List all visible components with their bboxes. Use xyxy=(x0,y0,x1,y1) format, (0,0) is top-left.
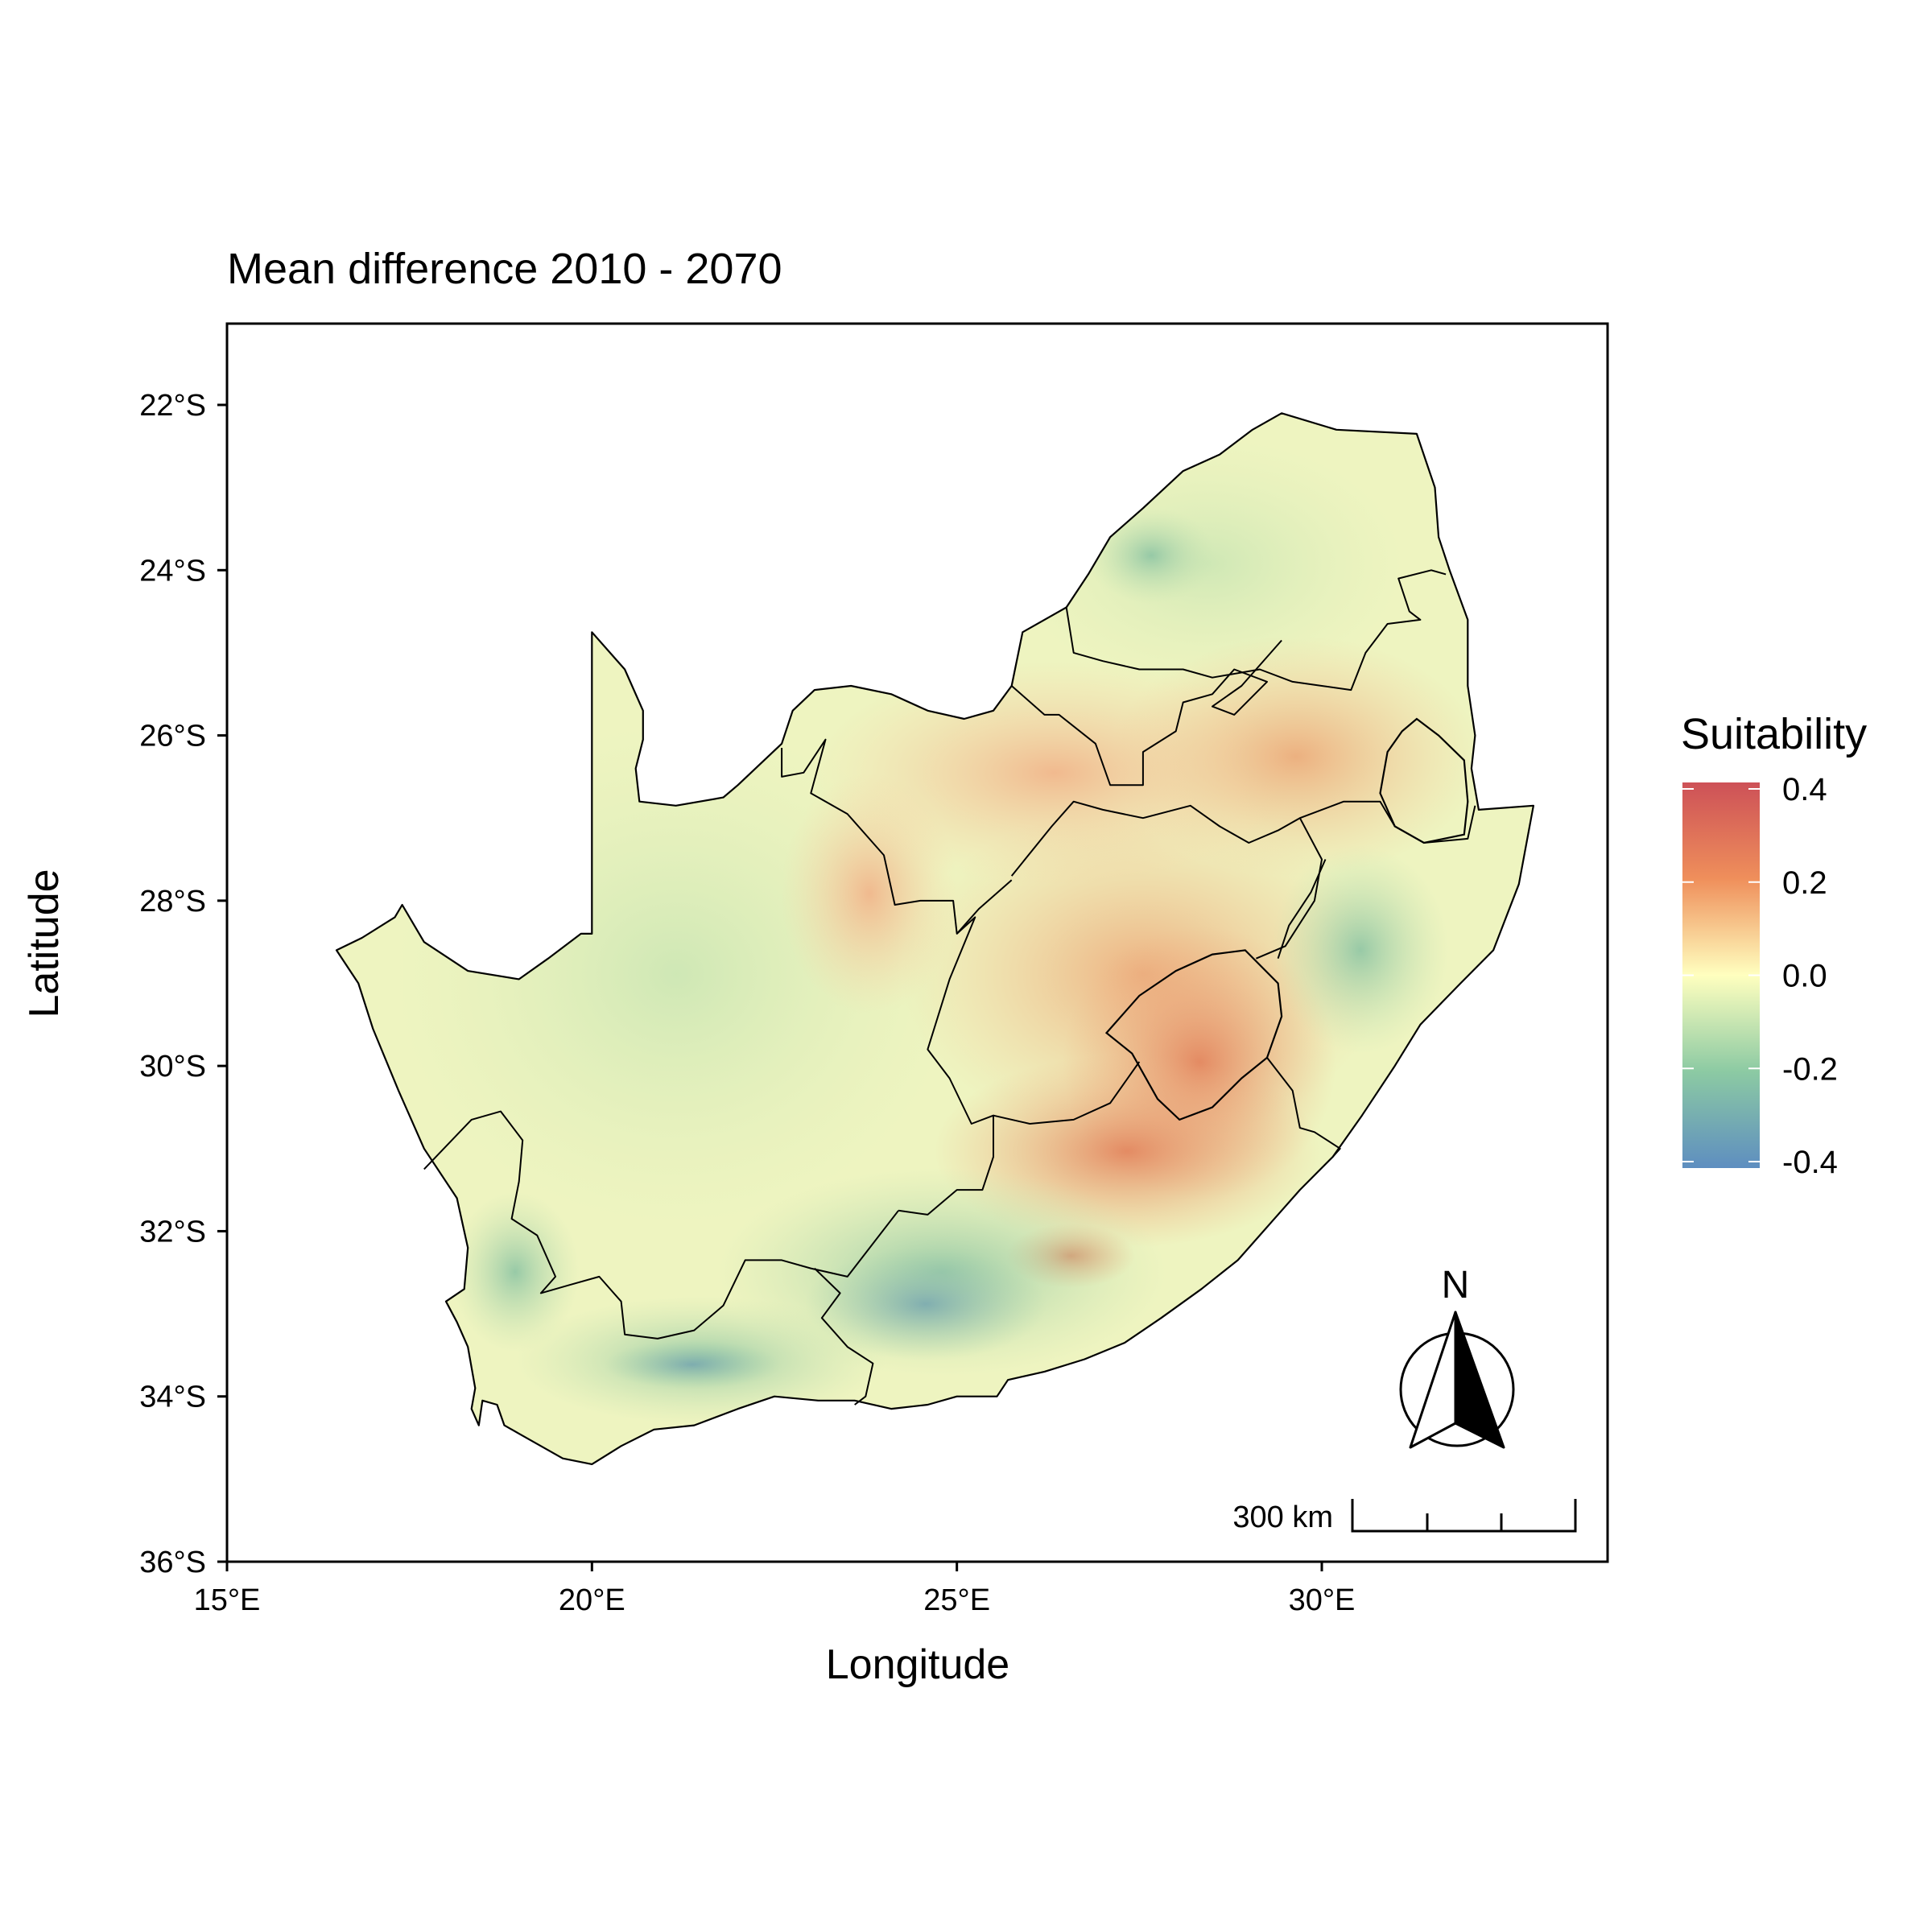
legend-tick-label: 0.0 xyxy=(1782,959,1827,994)
province-boundary-line xyxy=(1065,569,1447,691)
y-tick-label: 32°S xyxy=(139,1215,206,1249)
province-boundary-line xyxy=(1011,639,1282,786)
north-arrow: N xyxy=(1399,1264,1515,1449)
scale-bar-label: 300 km xyxy=(1232,1501,1333,1534)
province-boundary-line xyxy=(814,1267,874,1406)
legend-colorbar xyxy=(1682,782,1760,1168)
legend-tick-label: 0.4 xyxy=(1782,772,1827,807)
y-tick-label: 36°S xyxy=(139,1546,206,1579)
legend-tick-label: -0.4 xyxy=(1782,1145,1838,1180)
raster-zone-southwest-blue xyxy=(604,1340,781,1389)
legend: Suitability 0.4 0.2 0.0 -0.2 -0.4 xyxy=(1681,710,1867,1180)
x-tick-label: 20°E xyxy=(559,1583,625,1617)
scale-bar-line xyxy=(1351,1499,1577,1533)
raster-zone-east-green xyxy=(1272,845,1449,1055)
x-tick-label: 15°E xyxy=(194,1583,261,1617)
legend-tick-label: 0.2 xyxy=(1782,865,1827,901)
province-boundary-line xyxy=(898,916,994,1216)
y-tick-label: 26°S xyxy=(139,720,206,753)
x-axis: 15°E 20°E 25°E 30°E xyxy=(194,1562,1356,1617)
province-boundary-line xyxy=(1277,859,1327,960)
scale-bar: 300 km xyxy=(1232,1499,1577,1534)
y-tick-label: 34°S xyxy=(139,1381,206,1414)
north-arrow-label: N xyxy=(1442,1264,1470,1307)
south-africa-border xyxy=(335,412,1534,1465)
y-tick-label: 30°S xyxy=(139,1050,206,1084)
province-boundary-line xyxy=(1010,800,1323,960)
x-tick-label: 30°E xyxy=(1289,1583,1356,1617)
province-boundary-line xyxy=(1266,1057,1341,1158)
y-tick-label: 28°S xyxy=(139,885,206,919)
lesotho-border xyxy=(1104,949,1283,1121)
y-axis: 22°S 24°S 26°S 28°S 30°S 32°S 34°S 36°S xyxy=(139,389,227,1579)
province-boundary-line xyxy=(423,1110,899,1340)
y-axis-label: Latitude xyxy=(21,869,68,1018)
y-tick-label: 22°S xyxy=(139,389,206,423)
eswatini-border xyxy=(1379,717,1469,844)
legend-ticks: 0.4 0.2 0.0 -0.2 -0.4 xyxy=(1682,772,1838,1180)
raster-zone-northeast-green xyxy=(1087,507,1216,604)
raster-zone-west-green xyxy=(451,1191,580,1352)
province-boundary-line xyxy=(993,1061,1141,1125)
legend-tick-label: -0.2 xyxy=(1782,1051,1838,1087)
north-arrow-right-half xyxy=(1454,1311,1505,1449)
x-axis-label: Longitude xyxy=(826,1641,1009,1688)
y-tick-label: 24°S xyxy=(139,554,206,588)
province-boundaries xyxy=(423,569,1476,1406)
x-tick-label: 25°E xyxy=(923,1583,990,1617)
map-title: Mean difference 2010 - 2070 xyxy=(227,245,782,293)
legend-title: Suitability xyxy=(1681,710,1867,758)
